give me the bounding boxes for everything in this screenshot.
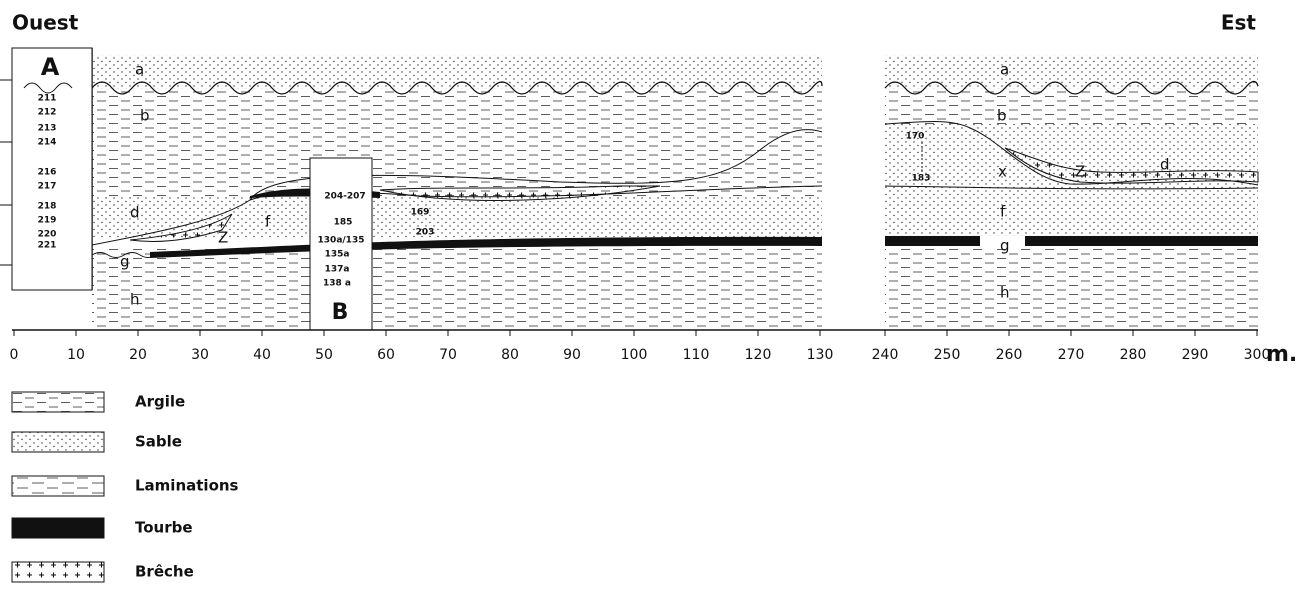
tick-label: 40: [253, 347, 271, 363]
sample-number: 137a: [325, 265, 350, 275]
tick-label: 20: [129, 347, 147, 363]
layer-label: h: [1000, 284, 1010, 302]
tick-label: 10: [67, 347, 85, 363]
layer-label: d: [1160, 156, 1170, 174]
sample-number: 219: [38, 216, 57, 226]
sample-number: 204-207: [324, 192, 365, 202]
tick-label: 260: [996, 347, 1023, 363]
tick-label: 270: [1058, 347, 1085, 363]
tick-label: 100: [621, 347, 648, 363]
layer-label: f: [265, 213, 271, 231]
layer-label: d: [130, 204, 140, 222]
legend-label: Argile: [135, 393, 185, 411]
tick-label: 250: [934, 347, 961, 363]
sample-number: 169: [411, 208, 430, 218]
sample-number: 214: [38, 138, 57, 148]
axis-unit: m.: [1266, 342, 1297, 367]
sample-number: 218: [38, 202, 57, 212]
layer-label: b: [997, 107, 1007, 125]
east-label: Est: [1221, 11, 1257, 35]
legend-swatch: [11, 561, 105, 583]
layer-label: h: [130, 291, 140, 309]
sample-number: 135a: [325, 250, 350, 260]
layer-label: f: [1000, 203, 1006, 221]
legend-swatch: [11, 391, 105, 413]
layer-label: a: [135, 61, 144, 79]
tick-label: 30: [191, 347, 209, 363]
tick-label: 90: [563, 347, 581, 363]
west-label: Ouest: [12, 11, 79, 35]
sample-number: 212: [38, 108, 57, 118]
sample-number: 217: [38, 182, 57, 192]
column-a: [0, 47, 93, 291]
legend-swatch: [11, 431, 105, 453]
legend-label: Sable: [135, 433, 182, 451]
left-block: [91, 48, 823, 330]
column-label: A: [41, 53, 60, 81]
layer-label: Z: [1075, 163, 1085, 181]
tick-label: 70: [439, 347, 457, 363]
layer-label: g: [120, 253, 130, 271]
tick-label: 240: [872, 347, 899, 363]
right-block: [884, 55, 1259, 330]
layer-label: Z: [218, 229, 228, 247]
sample-number: 220: [38, 230, 57, 240]
tick-label: 280: [1120, 347, 1147, 363]
legend-swatch: [11, 517, 105, 539]
tick-label: 130: [807, 347, 834, 363]
sample-number: 216: [38, 168, 57, 178]
sample-number: 203: [416, 228, 435, 238]
sample-number: 183: [912, 174, 931, 184]
tick-label: 290: [1182, 347, 1209, 363]
tick-label: 80: [501, 347, 519, 363]
tick-label: 120: [745, 347, 772, 363]
sample-number: 185: [334, 218, 353, 228]
column-label: B: [332, 300, 349, 325]
sample-number: 130a/135: [318, 236, 365, 246]
sample-number: 221: [38, 241, 57, 251]
legend-label: Brêche: [135, 563, 194, 581]
legend-swatch: [11, 475, 105, 497]
layer-label: b: [140, 107, 150, 125]
layer-label: g: [1000, 237, 1010, 255]
tick-label: 0: [10, 347, 19, 363]
layer-label: x: [998, 163, 1007, 181]
sample-number: 170: [906, 132, 925, 142]
column-b: [309, 157, 373, 331]
tick-label: 300: [1244, 347, 1271, 363]
legend-label: Laminations: [135, 477, 239, 495]
tick-label: 50: [315, 347, 333, 363]
layer-label: a: [1000, 61, 1009, 79]
tick-label: 60: [377, 347, 395, 363]
sample-number: 211: [38, 94, 57, 104]
tick-label: 110: [683, 347, 710, 363]
sample-number: 138 a: [323, 279, 351, 289]
legend-label: Tourbe: [135, 519, 193, 537]
sample-number: 213: [38, 124, 57, 134]
